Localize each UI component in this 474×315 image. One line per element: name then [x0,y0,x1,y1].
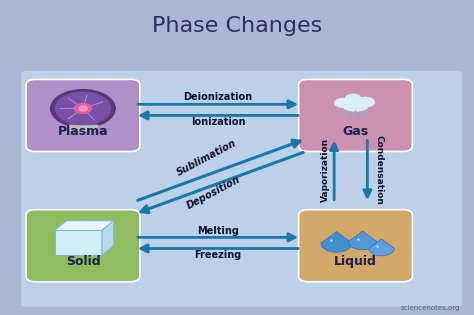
FancyBboxPatch shape [299,79,412,152]
Ellipse shape [346,94,361,102]
Circle shape [74,104,91,113]
FancyBboxPatch shape [21,71,462,307]
Text: Melting: Melting [197,226,239,236]
Polygon shape [321,232,352,252]
Text: sciencenotes.org: sciencenotes.org [401,305,460,311]
Text: Sublimation: Sublimation [174,138,238,178]
Text: Phase Changes: Phase Changes [152,16,322,36]
Circle shape [79,106,87,111]
Ellipse shape [344,103,367,111]
Text: Gas: Gas [342,125,369,138]
Text: Vaporization: Vaporization [321,138,329,202]
Text: Freezing: Freezing [194,249,242,260]
Text: Deionization: Deionization [183,92,253,102]
Text: Solid: Solid [65,255,100,268]
FancyBboxPatch shape [55,231,102,255]
Polygon shape [102,221,114,255]
Text: Liquid: Liquid [334,255,377,268]
FancyBboxPatch shape [299,210,412,282]
Ellipse shape [335,99,353,107]
Polygon shape [369,239,394,256]
Ellipse shape [356,97,374,107]
FancyBboxPatch shape [26,79,140,152]
Polygon shape [348,231,377,250]
Text: Plasma: Plasma [58,125,108,138]
Circle shape [55,92,110,124]
Circle shape [51,90,115,127]
Text: Condensation: Condensation [375,135,383,205]
Text: Ionization: Ionization [191,117,245,127]
FancyBboxPatch shape [67,125,99,131]
Text: Deposition: Deposition [185,174,242,210]
Polygon shape [55,221,114,231]
FancyBboxPatch shape [26,210,140,282]
